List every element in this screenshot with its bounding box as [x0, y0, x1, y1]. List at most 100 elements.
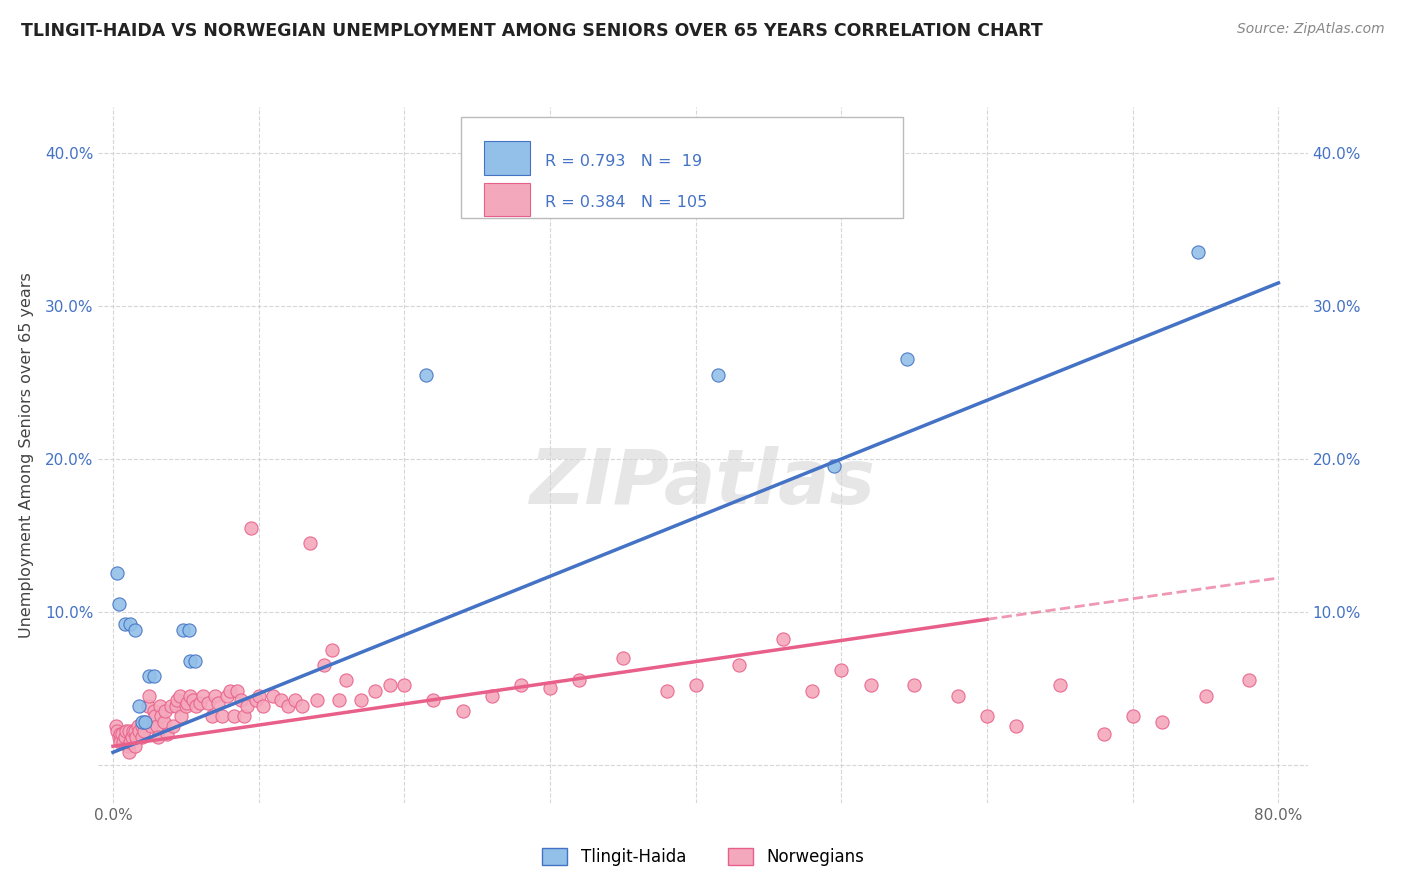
Point — [277, 699, 299, 714]
Point — [176, 697, 198, 711]
FancyBboxPatch shape — [461, 118, 903, 219]
Point — [193, 689, 215, 703]
Point — [155, 704, 177, 718]
Point — [125, 730, 148, 744]
Point — [134, 714, 156, 729]
Point — [115, 723, 138, 738]
Point — [245, 693, 267, 707]
Point — [145, 719, 167, 733]
Point — [128, 699, 150, 714]
Point — [685, 678, 707, 692]
Point — [240, 520, 263, 534]
Point — [136, 699, 159, 714]
Point — [183, 654, 205, 668]
Point — [105, 566, 128, 581]
Point — [509, 678, 531, 692]
Point — [451, 704, 474, 718]
Point — [859, 678, 882, 692]
Point — [215, 689, 238, 703]
Point — [378, 678, 401, 692]
Text: R = 0.793   N =  19: R = 0.793 N = 19 — [544, 153, 702, 169]
Text: Source: ZipAtlas.com: Source: ZipAtlas.com — [1237, 22, 1385, 37]
Point — [1187, 245, 1209, 260]
Point — [335, 673, 357, 688]
Point — [120, 616, 142, 631]
Point — [305, 693, 328, 707]
Point — [1239, 673, 1261, 688]
Point — [481, 689, 503, 703]
Point — [201, 708, 224, 723]
Point — [114, 616, 136, 631]
Point — [247, 689, 270, 703]
Point — [207, 697, 229, 711]
Point — [139, 719, 162, 733]
Point — [394, 678, 416, 692]
Point — [328, 693, 350, 707]
Point — [415, 368, 437, 382]
Point — [728, 658, 751, 673]
Point — [291, 699, 314, 714]
Point — [197, 697, 219, 711]
Point — [160, 699, 183, 714]
Point — [1122, 708, 1144, 723]
Point — [204, 689, 226, 703]
Point — [236, 699, 259, 714]
Point — [298, 536, 321, 550]
Point — [128, 723, 150, 738]
Point — [1092, 727, 1115, 741]
Text: R = 0.384   N = 105: R = 0.384 N = 105 — [544, 195, 707, 211]
Point — [132, 723, 155, 738]
Point — [149, 699, 172, 714]
Point — [122, 723, 145, 738]
Point — [127, 719, 149, 733]
Point — [350, 693, 373, 707]
Point — [177, 623, 200, 637]
Point — [321, 643, 343, 657]
Point — [143, 708, 166, 723]
Point — [131, 730, 153, 744]
Point — [120, 734, 142, 748]
Point — [170, 708, 193, 723]
Y-axis label: Unemployment Among Seniors over 65 years: Unemployment Among Seniors over 65 years — [18, 272, 34, 638]
Point — [364, 684, 387, 698]
Point — [706, 368, 728, 382]
Point — [772, 632, 794, 647]
Point — [218, 684, 240, 698]
Point — [1150, 714, 1173, 729]
Point — [162, 719, 184, 733]
Point — [181, 693, 204, 707]
Point — [190, 697, 212, 711]
Point — [174, 699, 197, 714]
Point — [211, 708, 233, 723]
Point — [1005, 719, 1028, 733]
Point — [568, 673, 591, 688]
Point — [108, 730, 131, 744]
Point — [1049, 678, 1071, 692]
Point — [172, 623, 194, 637]
Point — [146, 730, 169, 744]
Point — [830, 663, 852, 677]
Point — [110, 727, 132, 741]
Point — [138, 689, 160, 703]
FancyBboxPatch shape — [484, 183, 530, 216]
Point — [150, 708, 173, 723]
Point — [946, 689, 969, 703]
Text: TLINGIT-HAIDA VS NORWEGIAN UNEMPLOYMENT AMONG SENIORS OVER 65 YEARS CORRELATION : TLINGIT-HAIDA VS NORWEGIAN UNEMPLOYMENT … — [21, 22, 1043, 40]
Point — [131, 719, 153, 733]
Point — [179, 654, 201, 668]
Point — [1194, 689, 1216, 703]
Point — [231, 693, 253, 707]
Point — [134, 714, 156, 729]
Point — [233, 708, 256, 723]
Point — [104, 719, 127, 733]
Point — [225, 684, 247, 698]
Point — [655, 684, 678, 698]
Point — [124, 739, 146, 754]
Point — [112, 734, 135, 748]
Point — [184, 699, 207, 714]
Point — [262, 689, 284, 703]
Point — [117, 739, 139, 754]
Point — [165, 699, 187, 714]
Point — [903, 678, 925, 692]
Point — [284, 693, 307, 707]
